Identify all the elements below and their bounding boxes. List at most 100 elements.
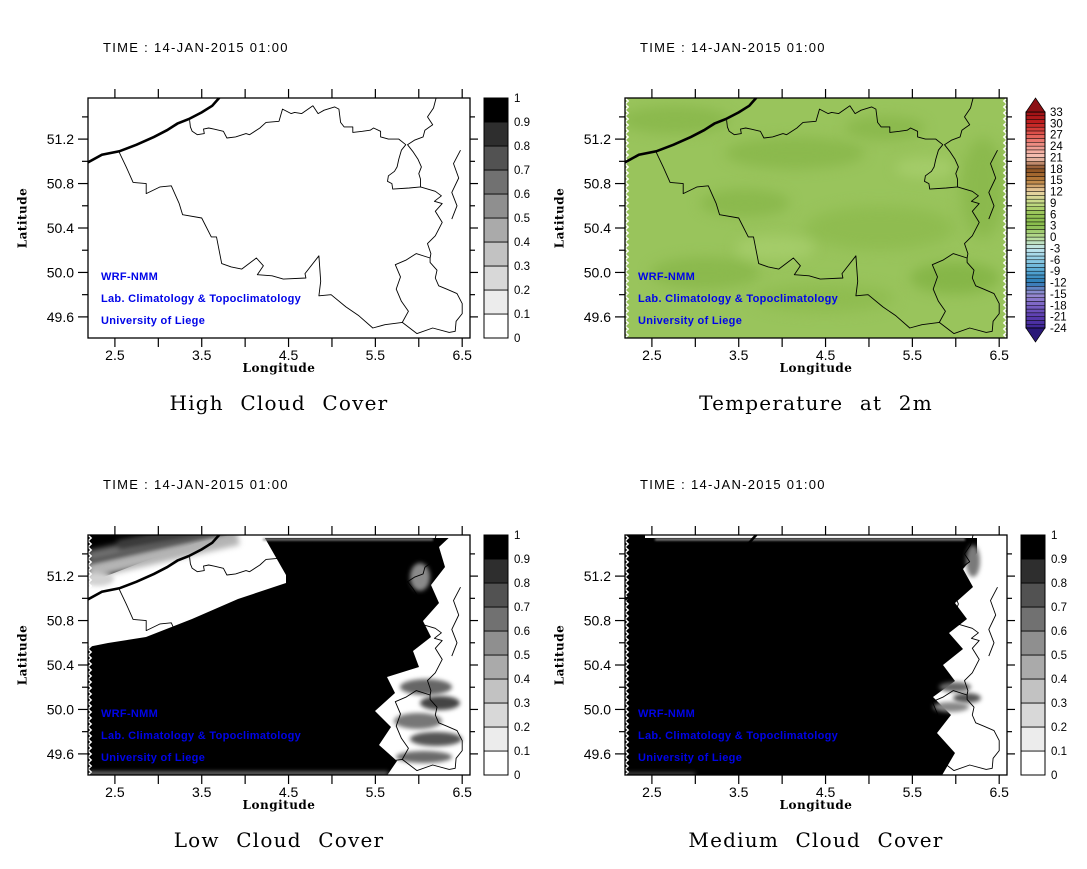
x-axis-label: Longitude (242, 798, 316, 812)
svg-text:0: 0 (1051, 770, 1057, 782)
svg-text:4.5: 4.5 (816, 784, 836, 800)
panel-title: Medium Cloud Cover (688, 828, 944, 852)
svg-text:0.1: 0.1 (1051, 746, 1067, 758)
map-temperature-2m: 2.5 3.5 4.5 5.5 6.5 51.2 50.8 50.4 50.0 49.6 (584, 89, 1015, 363)
svg-text:51.2: 51.2 (584, 568, 611, 584)
svg-text:49.6: 49.6 (584, 309, 611, 325)
svg-text:0.6: 0.6 (514, 189, 530, 201)
svg-text:0.1: 0.1 (514, 309, 530, 321)
svg-text:50.8: 50.8 (47, 176, 74, 192)
credit-line: WRF-NMM (101, 271, 159, 283)
svg-text:0: 0 (514, 770, 520, 782)
svg-text:2.5: 2.5 (642, 347, 662, 363)
svg-text:18: 18 (1050, 164, 1063, 176)
time-label: TIME : 14-JAN-2015 01:00 (640, 40, 826, 55)
svg-text:0.5: 0.5 (514, 213, 530, 225)
svg-text:50.0: 50.0 (584, 264, 611, 280)
svg-text:15: 15 (1050, 175, 1063, 187)
colorbar-high-cloud: 0 0.1 0.2 0.3 0.4 0.5 0.6 0.7 0.8 0.9 1 (483, 93, 531, 345)
svg-text:51.2: 51.2 (47, 131, 74, 147)
svg-text:5.5: 5.5 (366, 347, 386, 363)
svg-text:0.8: 0.8 (514, 141, 530, 153)
map-low-cloud: 2.5 3.5 4.5 5.5 6.5 51.2 50.8 50.4 50.0 49.6 (47, 526, 478, 800)
svg-text:4.5: 4.5 (279, 784, 299, 800)
svg-text:50.0: 50.0 (47, 264, 74, 280)
credit-block: WRF-NMM Lab. Climatology & Topoclimatolo… (101, 703, 301, 769)
credit-line: Lab. Climatology & Topoclimatology (101, 730, 302, 742)
svg-text:0.6: 0.6 (514, 626, 530, 638)
svg-text:0.2: 0.2 (1051, 722, 1067, 734)
svg-text:2.5: 2.5 (642, 784, 662, 800)
x-axis-label: Longitude (779, 361, 853, 375)
credit-line: WRF-NMM (638, 271, 696, 283)
svg-text:3.5: 3.5 (192, 347, 212, 363)
svg-text:9: 9 (1050, 198, 1056, 210)
svg-text:0.4: 0.4 (514, 237, 531, 249)
svg-text:50.4: 50.4 (584, 657, 611, 673)
svg-text:0.9: 0.9 (514, 117, 530, 129)
credit-line: University of Liege (101, 315, 206, 327)
panel-title: High Cloud Cover (169, 391, 389, 415)
x-axis-label: Longitude (242, 361, 316, 375)
svg-text:3.5: 3.5 (729, 347, 749, 363)
credit-line: Lab. Climatology & Topoclimatology (101, 293, 302, 305)
svg-text:50.8: 50.8 (584, 613, 611, 629)
svg-text:-9: -9 (1050, 266, 1060, 278)
svg-text:3: 3 (1050, 221, 1056, 233)
svg-text:2.5: 2.5 (105, 347, 125, 363)
svg-text:-15: -15 (1050, 289, 1067, 301)
svg-text:0.5: 0.5 (1051, 650, 1067, 662)
credit-line: WRF-NMM (101, 708, 159, 720)
credit-block: WRF-NMM Lab. Climatology & Topoclimatolo… (638, 703, 838, 769)
y-axis-label: Latitude (552, 187, 567, 249)
svg-text:0.7: 0.7 (514, 602, 530, 614)
svg-text:0.3: 0.3 (514, 698, 530, 710)
svg-text:2.5: 2.5 (105, 784, 125, 800)
svg-text:0.1: 0.1 (514, 746, 530, 758)
svg-text:12: 12 (1050, 187, 1063, 199)
svg-text:50.4: 50.4 (584, 220, 611, 236)
svg-text:5.5: 5.5 (903, 347, 923, 363)
svg-text:0: 0 (514, 333, 520, 345)
svg-text:6.5: 6.5 (989, 784, 1009, 800)
credit-block: WRF-NMM Lab. Climatology & Topoclimatolo… (101, 266, 301, 332)
svg-text:33: 33 (1050, 107, 1063, 119)
time-label: TIME : 14-JAN-2015 01:00 (103, 477, 289, 492)
svg-text:0.3: 0.3 (514, 261, 530, 273)
svg-text:0.4: 0.4 (1051, 674, 1068, 686)
svg-text:0.6: 0.6 (1051, 626, 1067, 638)
svg-text:50.4: 50.4 (47, 657, 74, 673)
svg-text:-24: -24 (1050, 323, 1067, 335)
svg-text:1: 1 (514, 93, 520, 105)
svg-text:4.5: 4.5 (816, 347, 836, 363)
credit-line: University of Liege (101, 752, 206, 764)
svg-text:24: 24 (1050, 141, 1063, 153)
y-axis-label: Latitude (15, 187, 30, 249)
map-medium-cloud: 2.5 3.5 4.5 5.5 6.5 51.2 50.8 50.4 50.0 49.6 (584, 526, 1015, 800)
svg-text:4.5: 4.5 (279, 347, 299, 363)
svg-text:0.9: 0.9 (514, 554, 530, 566)
svg-text:0.2: 0.2 (514, 285, 530, 297)
panel-low-cloud: TIME : 14-JAN-2015 01:00 Latitude 2.5 3.5… (0, 437, 550, 869)
svg-text:50.8: 50.8 (584, 176, 611, 192)
svg-text:6: 6 (1050, 209, 1056, 221)
svg-text:50.0: 50.0 (47, 701, 74, 717)
map-high-cloud: 2.5 3.5 4.5 5.5 6.5 51.2 50.8 50.4 50.0 49.6 (47, 89, 478, 363)
svg-text:0.9: 0.9 (1051, 554, 1067, 566)
time-label: TIME : 14-JAN-2015 01:00 (640, 477, 826, 492)
svg-text:3.5: 3.5 (729, 784, 749, 800)
svg-text:49.6: 49.6 (47, 309, 74, 325)
svg-text:3.5: 3.5 (192, 784, 212, 800)
svg-text:5.5: 5.5 (903, 784, 923, 800)
svg-text:6.5: 6.5 (452, 784, 472, 800)
panel-medium-cloud: TIME : 14-JAN-2015 01:00 Latitude 2.5 3.5… (537, 437, 1087, 869)
svg-text:-18: -18 (1050, 300, 1067, 312)
svg-text:0.7: 0.7 (1051, 602, 1067, 614)
credit-line: Lab. Climatology & Topoclimatology (638, 730, 839, 742)
credit-line: University of Liege (638, 315, 743, 327)
svg-text:0.5: 0.5 (514, 650, 530, 662)
credit-line: University of Liege (638, 752, 743, 764)
panel-title: Temperature at 2m (699, 391, 933, 415)
svg-text:5.5: 5.5 (366, 784, 386, 800)
panel-high-cloud: TIME : 14-JAN-2015 01:00 Latitude 2.5 3.5… (0, 0, 550, 432)
